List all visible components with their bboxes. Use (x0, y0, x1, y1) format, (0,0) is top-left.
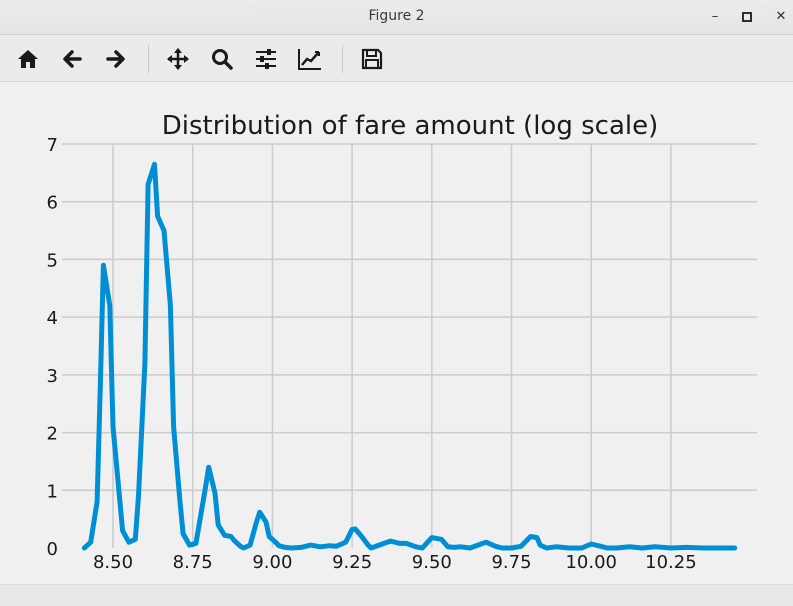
minimize-icon[interactable]: – (711, 9, 719, 24)
x-tick-labels: 8.50 8.75 9.00 9.25 9.50 9.75 10.00 10.25 (93, 552, 697, 573)
pan-button[interactable] (164, 45, 192, 73)
configure-subplots-icon (256, 49, 276, 69)
edit-axis-icon (298, 49, 321, 70)
x-tick-label: 10.25 (645, 552, 697, 573)
x-tick-label: 8.75 (173, 552, 213, 573)
grid (62, 143, 757, 548)
y-tick-label: 5 (47, 250, 58, 271)
home-button[interactable] (14, 45, 42, 73)
chart: Distribution of fare amount (log scale) … (47, 111, 757, 573)
back-button[interactable] (58, 45, 86, 73)
y-tick-label: 0 (47, 539, 58, 560)
chart-title: Distribution of fare amount (log scale) (162, 111, 659, 141)
zoom-button[interactable] (208, 45, 236, 73)
y-tick-label: 4 (47, 308, 58, 329)
x-tick-label: 9.00 (252, 552, 292, 573)
navigation-toolbar (0, 35, 793, 82)
x-tick-label: 9.50 (412, 552, 452, 573)
y-tick-label: 3 (47, 366, 58, 387)
toolbar-separator (148, 45, 149, 73)
x-tick-label: 8.50 (93, 552, 133, 573)
x-tick-label: 10.00 (565, 552, 617, 573)
forward-button[interactable] (102, 45, 130, 73)
status-bar (0, 584, 793, 606)
save-icon (361, 48, 383, 70)
y-tick-label: 7 (47, 135, 58, 156)
series-line (81, 161, 738, 551)
window-titlebar: Figure 2 – ✕ (0, 0, 793, 35)
forward-arrow-icon (106, 50, 125, 68)
home-icon (18, 50, 38, 68)
toolbar-separator (342, 45, 343, 73)
configure-subplots-button[interactable] (252, 45, 280, 73)
edit-axis-button[interactable] (296, 45, 324, 73)
y-tick-label: 1 (47, 481, 58, 502)
x-tick-label: 9.75 (491, 552, 531, 573)
maximize-icon[interactable] (738, 8, 756, 26)
close-icon[interactable]: ✕ (775, 9, 787, 24)
y-tick-label: 2 (47, 424, 58, 445)
y-tick-label: 6 (47, 193, 58, 214)
window-title: Figure 2 (368, 8, 425, 24)
figure-canvas[interactable]: Distribution of fare amount (log scale) … (0, 82, 793, 584)
zoom-icon (212, 49, 233, 70)
x-tick-label: 9.25 (332, 552, 372, 573)
save-button[interactable] (358, 45, 386, 73)
back-arrow-icon (63, 50, 82, 68)
y-tick-labels: 0 1 2 3 4 5 6 7 (47, 135, 58, 560)
pan-icon (167, 48, 189, 70)
